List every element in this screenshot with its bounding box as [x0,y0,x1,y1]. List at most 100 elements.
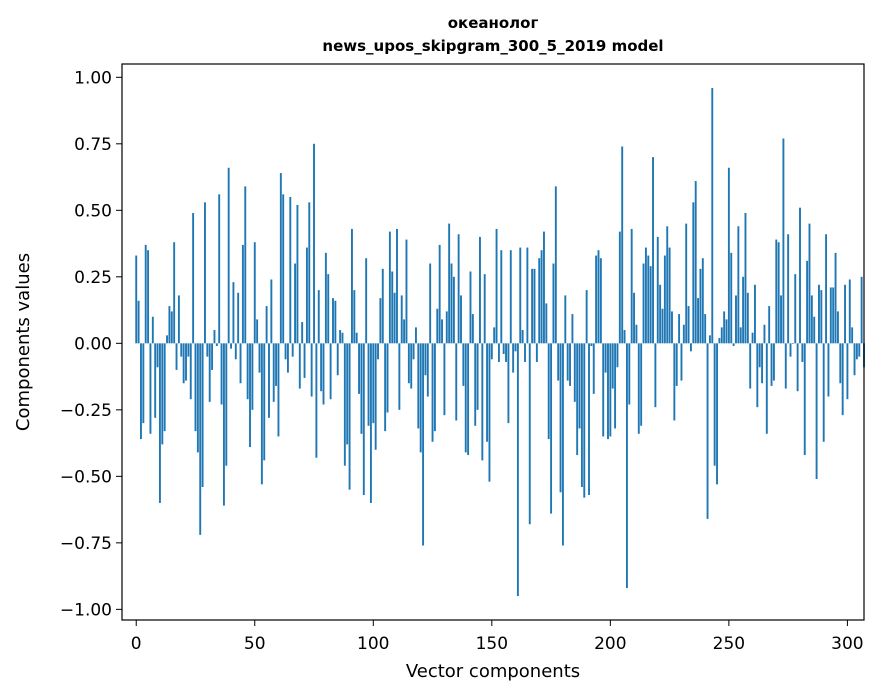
bar-component-92 [353,290,356,344]
bar-component-269 [772,343,775,381]
bar-component-240 [704,314,707,344]
bar-component-104 [381,268,384,344]
bar-component-208 [628,343,631,405]
bar-component-14 [168,306,171,344]
bar-component-39 [227,167,230,344]
bar-component-249 [725,319,728,344]
bar-component-194 [595,255,598,344]
chart-title-line-1: океанолог [448,14,539,32]
bar-component-272 [780,295,782,344]
bar-component-18 [177,295,180,344]
bar-component-142 [471,314,474,344]
bar-component-273 [782,138,785,344]
bar-component-117 [412,343,415,360]
bar-component-230 [680,343,683,381]
bar-component-48 [249,343,251,448]
bar-component-51 [256,319,259,344]
bar-component-13 [166,335,168,344]
bar-component-135 [455,343,458,421]
bar-component-127 [436,308,439,344]
bar-component-279 [796,343,799,392]
bar-component-17 [175,343,178,370]
bar-component-124 [429,263,432,344]
bar-component-111 [398,343,401,410]
x-axis-ticks: 0 50 100 150 200 250 300 [131,620,864,654]
y-tick-label: −0.50 [60,467,112,487]
bar-component-260 [751,332,754,344]
bar-component-81 [327,274,330,344]
bar-component-72 [305,247,308,344]
bar-component-115 [407,343,410,384]
bar-component-199 [607,343,609,440]
bar-component-44 [239,343,242,384]
bar-component-218 [652,157,654,344]
bar-component-89 [346,343,349,445]
bar-component-222 [661,308,664,344]
bar-component-109 [393,292,396,344]
bar-component-74 [310,343,313,397]
bar-component-126 [433,343,436,432]
bar-component-134 [452,276,455,344]
bar-component-215 [644,247,647,344]
bar-component-164 [524,343,526,362]
bar-component-122 [424,343,427,376]
bar-component-179 [559,343,562,493]
y-tick-label: 0.50 [74,201,112,221]
bar-component-187 [578,343,581,429]
bar-component-136 [457,234,460,344]
bar-component-123 [426,343,429,397]
bar-component-188 [580,343,583,487]
bar-component-52 [258,343,261,373]
bar-component-183 [569,343,571,386]
bar-component-149 [488,343,491,482]
bar-component-223 [663,255,666,344]
bar-component-205 [621,146,624,344]
bar-component-23 [189,343,192,400]
bar-component-141 [469,271,472,344]
bar-component-82 [329,343,332,400]
bar-component-232 [685,223,688,344]
bar-component-175 [550,343,553,514]
bar-component-200 [609,343,612,437]
bar-component-145 [479,236,481,344]
bar-component-128 [438,244,441,344]
bar-component-49 [251,343,254,410]
bar-component-108 [391,271,394,344]
bar-component-220 [656,236,659,344]
bar-component-132 [448,223,451,344]
bar-component-263 [758,343,761,368]
x-tick-label: 50 [244,634,266,654]
bar-component-224 [666,226,669,344]
bar-component-58 [272,343,275,402]
bar-component-304 [855,343,858,360]
bar-component-54 [263,343,266,461]
bar-component-225 [668,247,671,344]
bar-component-193 [592,343,595,394]
bar-component-295 [834,252,837,344]
bar-component-297 [839,343,842,384]
bar-component-138 [462,343,465,386]
bar-component-159 [512,343,515,373]
bar-component-60 [277,343,280,437]
bar-component-277 [791,343,794,344]
bar-component-75 [313,143,315,344]
bar-component-3 [142,343,145,424]
bar-component-265 [763,324,766,344]
bar-component-121 [422,343,425,546]
bar-component-96 [362,343,365,495]
bar-component-247 [720,327,723,344]
bar-component-98 [367,343,370,426]
bar-component-80 [324,252,327,344]
bar-component-19 [180,343,183,357]
bar-component-212 [637,343,640,434]
bar-component-270 [775,239,778,344]
bar-component-160 [514,343,517,352]
bar-component-256 [742,276,745,344]
bar-component-176 [552,263,555,344]
bar-component-287 [815,343,818,479]
bar-component-254 [737,226,740,344]
bar-component-242 [708,335,711,344]
bar-component-229 [678,314,681,344]
bar-component-292 [827,343,830,397]
